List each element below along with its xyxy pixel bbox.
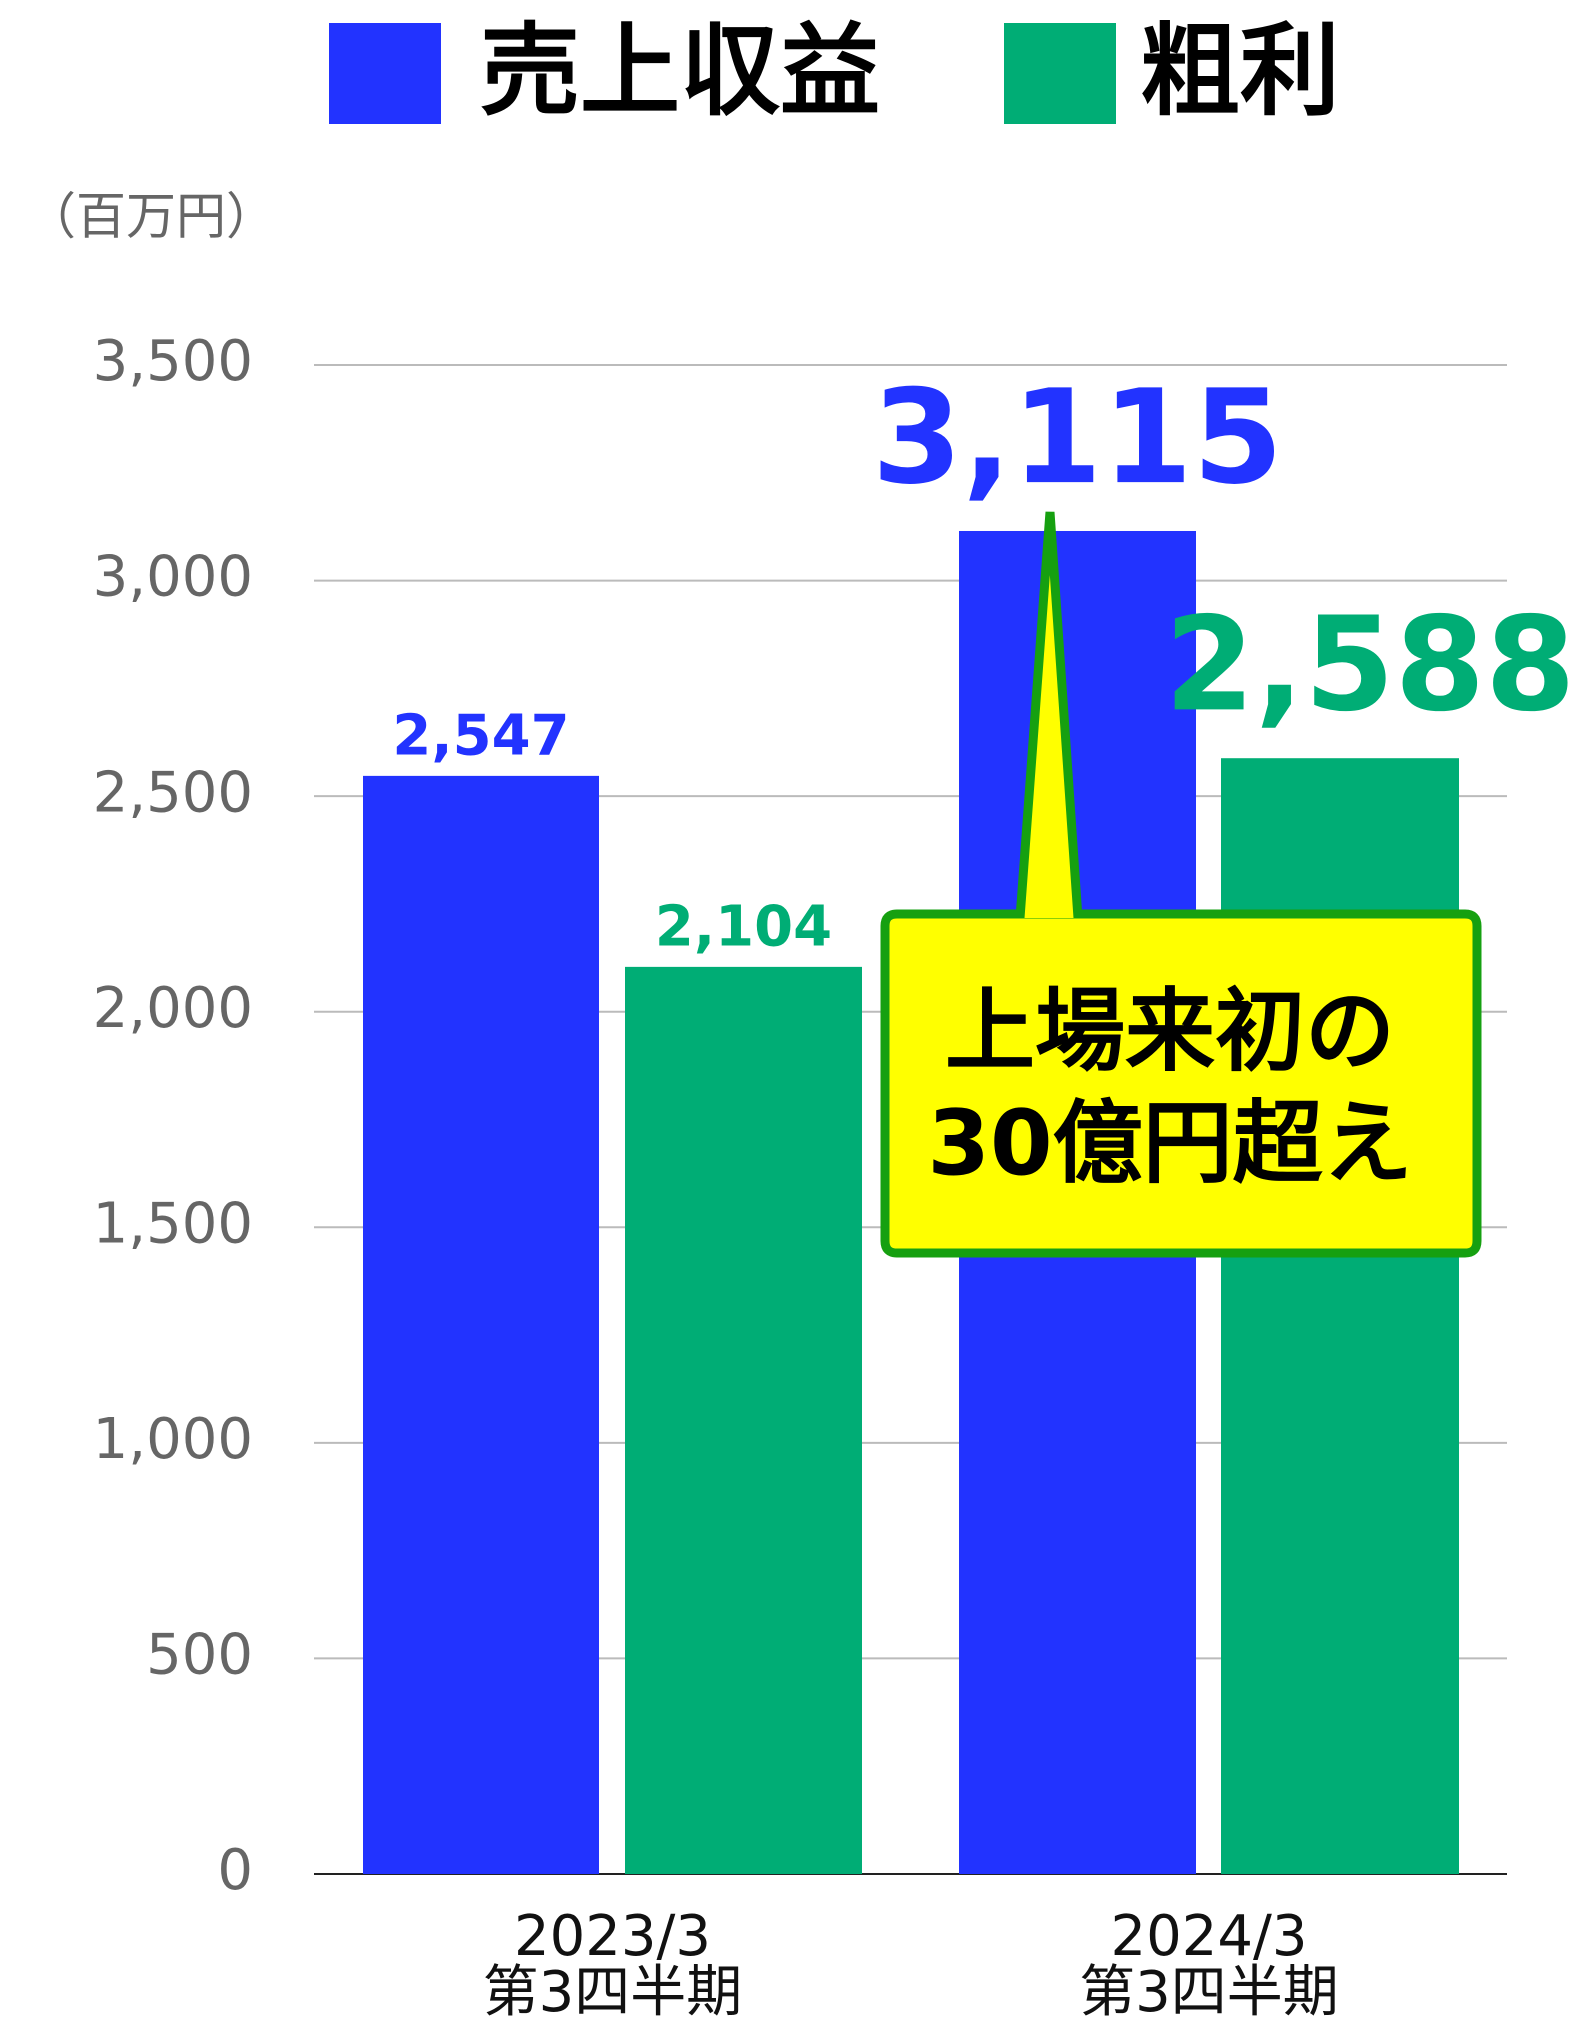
callout-box — [880, 909, 1482, 1258]
y-tick-label: 500 — [146, 1623, 253, 1688]
y-tick-label: 1,000 — [93, 1407, 253, 1472]
y-tick-label: 3,500 — [93, 329, 253, 394]
legend-label: 粗利 — [1140, 12, 1340, 129]
value-label: 2,547 — [392, 704, 569, 769]
y-unit: （百万円） — [26, 188, 276, 246]
y-tick-label: 1,500 — [93, 1191, 253, 1256]
callout-pointer — [1015, 511, 1083, 919]
y-tick-label: 0 — [217, 1838, 253, 1903]
x-tick-label: 第3四半期 — [483, 1960, 743, 2025]
legend-swatch — [1004, 23, 1116, 124]
x-tick-label: 第3四半期 — [1079, 1960, 1339, 2025]
annotation: 30億円超え — [927, 1091, 1412, 1196]
legend-label: 売上収益 — [480, 12, 880, 129]
bar — [363, 775, 599, 1874]
y-tick-label: 2,000 — [93, 976, 253, 1041]
value-label: 2,588 — [1164, 588, 1575, 740]
x-tick-label: 2024/3 — [1110, 1904, 1307, 1969]
y-tick-label: 2,500 — [93, 760, 253, 825]
value-label: 2,104 — [655, 895, 832, 960]
legend-swatch — [329, 23, 441, 124]
y-tick-label: 3,000 — [93, 545, 253, 610]
x-tick-label: 2023/3 — [514, 1904, 711, 1969]
bar — [625, 966, 862, 1874]
annotation: 上場来初の — [945, 979, 1395, 1084]
value-label: 3,115 — [872, 361, 1283, 513]
